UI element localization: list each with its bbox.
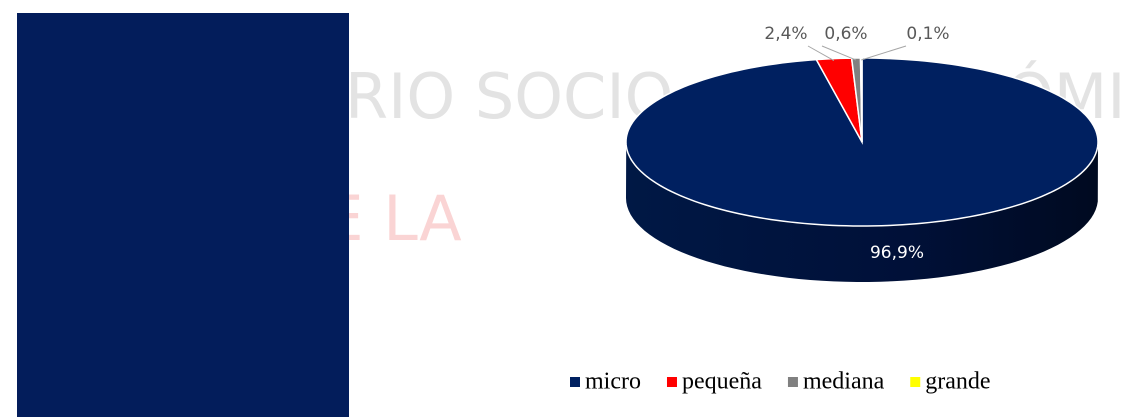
leader-line — [807, 45, 835, 62]
legend-swatch — [570, 377, 580, 387]
legend-swatch — [787, 377, 798, 387]
leader-line — [821, 45, 857, 61]
pie: 96,9% 2,4% 0,6% 0,1% — [625, 24, 1099, 282]
pie-slice — [859, 57, 863, 143]
legend: micro pequeña mediana grande — [570, 369, 991, 395]
data-label: 96,9% — [870, 243, 924, 263]
leader-line — [861, 45, 907, 61]
legend-label: pequeña — [682, 369, 762, 395]
pie-slice — [815, 57, 863, 143]
legend-label: mediana — [803, 369, 885, 395]
pie-side — [626, 142, 1098, 282]
legend-label: grande — [925, 369, 990, 395]
side-panel — [17, 13, 349, 417]
data-label: 2,4% — [764, 24, 807, 44]
legend-swatch — [666, 377, 677, 387]
legend-label: micro — [585, 369, 641, 395]
legend-swatch — [910, 377, 921, 387]
watermark: RIO SOCIO — [345, 60, 673, 133]
data-label: 0,1% — [906, 24, 949, 44]
data-label: 0,6% — [824, 24, 867, 44]
